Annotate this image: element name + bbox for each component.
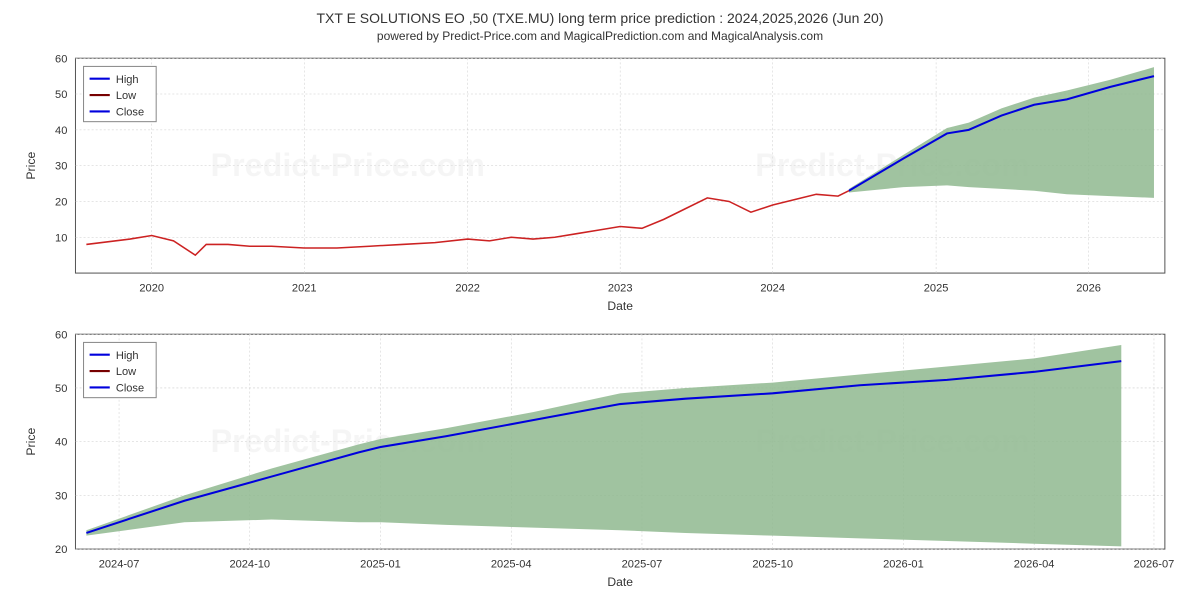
legend-label: High — [116, 74, 139, 86]
chart-title: TXT E SOLUTIONS EO ,50 (TXE.MU) long ter… — [20, 10, 1180, 26]
y-tick-label: 10 — [55, 232, 67, 244]
legend-label: Low — [116, 366, 137, 378]
legend-label: High — [116, 350, 139, 362]
x-tick-label: 2024-10 — [229, 558, 270, 570]
top-chart: 10 20 30 40 50 60 2020 2021 2022 2023 2024 2025 2026… — [20, 48, 1180, 314]
chart-container: TXT E SOLUTIONS EO ,50 (TXE.MU) long ter… — [0, 0, 1200, 600]
legend-label: Close — [116, 382, 144, 394]
x-tick-label: 2025-07 — [622, 558, 663, 570]
x-axis-label: Date — [607, 575, 633, 589]
x-tick-label: 2021 — [292, 282, 317, 294]
y-tick-label: 30 — [55, 490, 67, 502]
x-tick-label: 2025-04 — [491, 558, 532, 570]
y-axis-label: Price — [24, 151, 38, 179]
title-area: TXT E SOLUTIONS EO ,50 (TXE.MU) long ter… — [20, 10, 1180, 43]
bottom-chart-wrapper: 20 30 40 50 60 2024-07 2024-10 2025-01 2025-04 20… — [20, 324, 1180, 590]
legend-label: Low — [116, 90, 137, 102]
y-tick-label: 40 — [55, 125, 67, 137]
legend-label: Close — [116, 106, 144, 118]
x-tick-label: 2026-01 — [883, 558, 924, 570]
chart-subtitle: powered by Predict-Price.com and Magical… — [20, 29, 1180, 43]
y-tick-label: 20 — [55, 196, 67, 208]
y-axis-label: Price — [24, 427, 38, 455]
top-chart-wrapper: 10 20 30 40 50 60 2020 2021 2022 2023 2024 2025 2026… — [20, 48, 1180, 314]
x-tick-label: 2022 — [455, 282, 480, 294]
y-tick-label: 40 — [55, 437, 67, 449]
x-tick-label: 2023 — [608, 282, 633, 294]
y-tick-label: 50 — [55, 89, 67, 101]
x-tick-label: 2024-07 — [99, 558, 140, 570]
y-tick-label: 20 — [55, 544, 67, 556]
x-tick-label: 2026-04 — [1014, 558, 1055, 570]
x-tick-label: 2020 — [139, 282, 164, 294]
y-tick-label: 60 — [55, 329, 67, 341]
x-axis-label: Date — [607, 299, 633, 313]
x-tick-label: 2025 — [924, 282, 949, 294]
x-tick-label: 2025-10 — [752, 558, 793, 570]
y-tick-label: 60 — [55, 53, 67, 65]
y-tick-label: 30 — [55, 161, 67, 173]
x-tick-label: 2025-01 — [360, 558, 401, 570]
y-tick-label: 50 — [55, 383, 67, 395]
x-tick-label: 2026 — [1076, 282, 1101, 294]
x-tick-label: 2024 — [760, 282, 785, 294]
bottom-chart: 20 30 40 50 60 2024-07 2024-10 2025-01 2025-04 20… — [20, 324, 1180, 590]
x-tick-label: 2026-07 — [1134, 558, 1175, 570]
